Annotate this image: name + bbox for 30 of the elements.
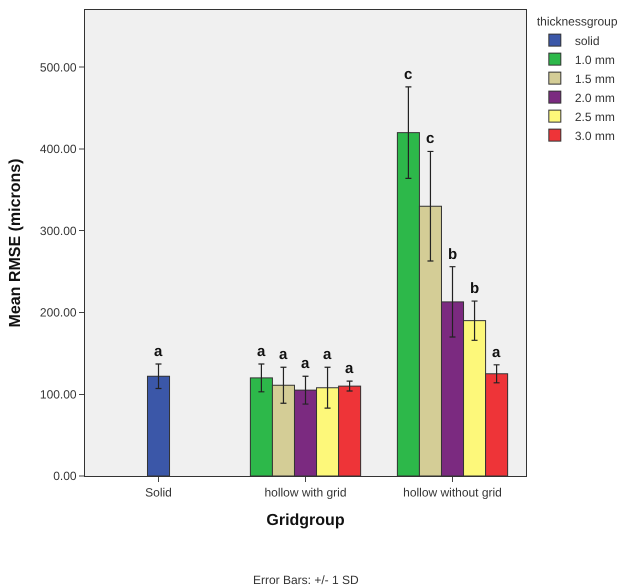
annotation: c xyxy=(404,66,412,83)
annotation: c xyxy=(426,130,434,147)
annotation: a xyxy=(345,360,354,377)
annotation: b xyxy=(470,280,480,297)
annotation: a xyxy=(323,346,332,363)
y-tick-label: 0.00 xyxy=(53,469,77,484)
annotation: a xyxy=(301,355,310,372)
x-tick-label: hollow with grid xyxy=(264,485,347,500)
legend-label: 2.5 mm xyxy=(574,110,615,124)
y-tick-label: 100.00 xyxy=(40,387,77,402)
legend-label: 3.0 mm xyxy=(574,128,615,143)
legend-label: 2.0 mm xyxy=(574,90,615,105)
legend-label: 1.5 mm xyxy=(574,72,615,86)
legend-title: thicknessgroup xyxy=(536,14,618,29)
y-tick-label: 400.00 xyxy=(40,142,77,156)
annotation: a xyxy=(154,343,163,360)
x-axis-title: Gridgroup xyxy=(266,512,345,530)
y-tick-label: 500.00 xyxy=(40,60,77,74)
y-tick-label: 200.00 xyxy=(40,306,77,320)
annotation: a xyxy=(279,346,288,363)
text: Error Bars: +/- 1 SD xyxy=(253,573,360,586)
annotation: a xyxy=(257,343,266,360)
x-tick-label: hollow without grid xyxy=(403,485,502,500)
legend-label: 1.0 mm xyxy=(574,52,615,67)
annotation: b xyxy=(448,246,458,263)
x-tick-label: Solid xyxy=(145,485,172,500)
y-axis-title: Mean RMSE (microns) xyxy=(6,158,24,328)
annotation: a xyxy=(492,344,501,361)
y-tick-label: 300.00 xyxy=(40,224,77,238)
legend-label: solid xyxy=(574,34,600,48)
